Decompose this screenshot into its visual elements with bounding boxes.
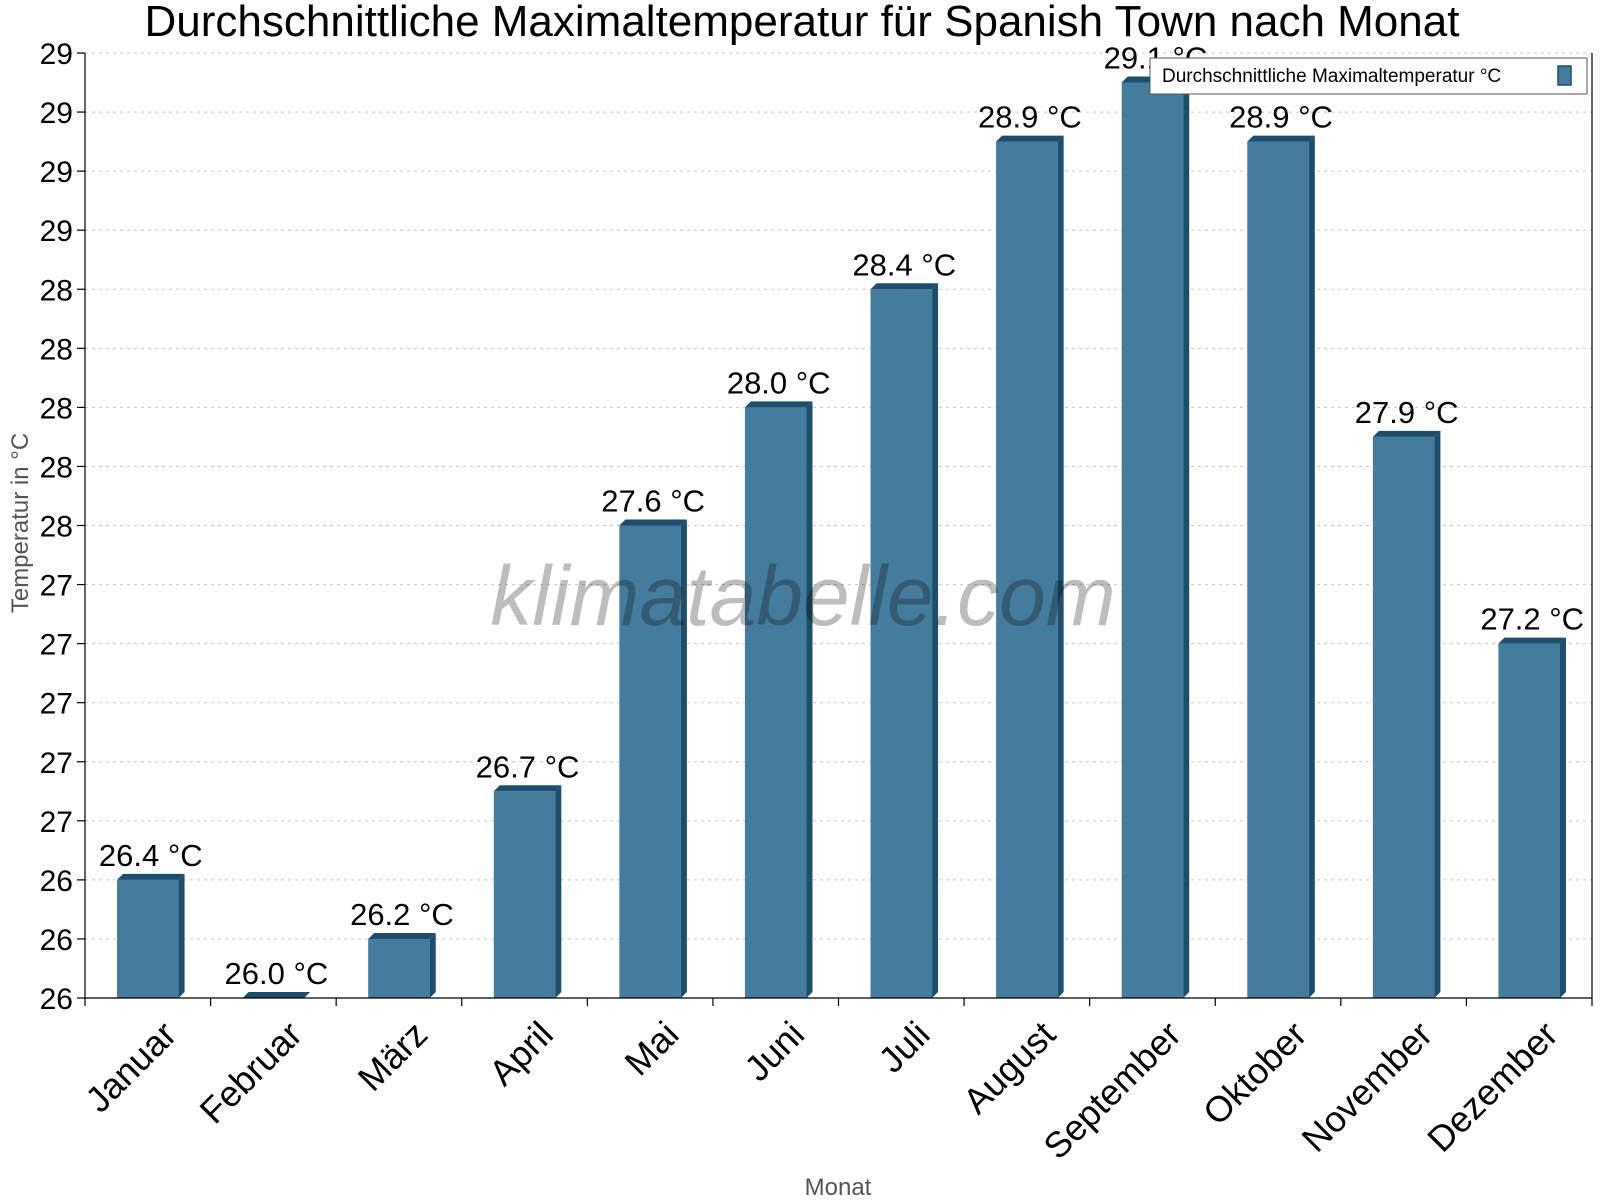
y-tick-label: 27 bbox=[40, 747, 73, 780]
bar bbox=[744, 401, 813, 998]
x-tick-label: Mai bbox=[616, 1013, 686, 1083]
bar bbox=[1498, 637, 1566, 998]
watermark: klimatabelle.com bbox=[490, 549, 1116, 643]
bar-top bbox=[1247, 135, 1315, 142]
bar-face bbox=[870, 289, 933, 998]
bar bbox=[368, 932, 436, 998]
x-tick-label: Juni bbox=[736, 1013, 812, 1089]
y-axis-title: Temperatur in °C bbox=[7, 433, 34, 613]
y-tick-label: 27 bbox=[40, 629, 73, 662]
bar-top bbox=[870, 283, 939, 290]
chart-title: Durchschnittliche Maximaltemperatur für … bbox=[145, 0, 1460, 46]
bar-top bbox=[1498, 637, 1566, 644]
data-label: 28.4 °C bbox=[852, 247, 956, 282]
bar bbox=[619, 519, 687, 998]
bar-side bbox=[429, 932, 436, 998]
bar bbox=[1121, 76, 1190, 998]
bar-face bbox=[117, 879, 179, 998]
y-tick-label: 29 bbox=[40, 215, 73, 248]
y-tick-label: 29 bbox=[40, 38, 73, 71]
bar-face bbox=[996, 141, 1058, 998]
x-tick-label: Januar bbox=[77, 1013, 184, 1120]
y-tick-label: 26 bbox=[40, 924, 73, 957]
x-axis-title: Monat bbox=[805, 1174, 872, 1200]
y-tick-label: 28 bbox=[40, 451, 73, 484]
y-tick-label: 28 bbox=[40, 274, 73, 307]
y-tick-label: 29 bbox=[40, 156, 73, 189]
legend-label: Durchschnittliche Maximaltemperatur °C bbox=[1162, 66, 1501, 87]
legend-swatch bbox=[1557, 65, 1572, 86]
bar bbox=[996, 135, 1064, 998]
data-label: 26.2 °C bbox=[350, 897, 454, 932]
y-tick-label: 26 bbox=[40, 865, 73, 898]
data-label: 26.4 °C bbox=[99, 838, 203, 873]
legend-box bbox=[1149, 57, 1588, 95]
bar bbox=[242, 992, 311, 998]
data-label: 26.0 °C bbox=[225, 956, 329, 991]
x-tick-label: Februar bbox=[192, 1013, 310, 1131]
bar-top bbox=[619, 519, 687, 526]
bar-side bbox=[1559, 637, 1566, 998]
data-labels: 26.4 °C 26.0 °C 26.2 °C 26.7 °C 27.6 °C 28.0 … bbox=[99, 41, 1584, 991]
bar-face bbox=[1372, 436, 1435, 998]
bar-top bbox=[242, 992, 311, 998]
gridlines bbox=[85, 52, 1592, 940]
bar-top bbox=[117, 873, 185, 880]
data-label: 28.0 °C bbox=[727, 365, 831, 400]
bar-top bbox=[493, 785, 562, 792]
bar-side bbox=[555, 785, 562, 998]
bar-face bbox=[1247, 141, 1309, 998]
bar-side bbox=[1434, 430, 1441, 998]
bar bbox=[870, 283, 939, 998]
bar-top bbox=[1372, 430, 1441, 437]
y-tick-label: 27 bbox=[40, 688, 73, 721]
bar-side bbox=[1308, 135, 1315, 998]
bar-face bbox=[1498, 643, 1560, 998]
y-tick-label: 26 bbox=[40, 983, 73, 1016]
x-tick-label: August bbox=[955, 1013, 1063, 1121]
bar-face bbox=[1121, 82, 1184, 998]
bar-top bbox=[744, 401, 813, 408]
data-label: 27.2 °C bbox=[1480, 602, 1584, 637]
bars bbox=[117, 76, 1566, 998]
x-tick-label: April bbox=[481, 1013, 561, 1093]
bar-face bbox=[619, 525, 681, 998]
bar-side bbox=[1183, 76, 1190, 998]
x-tick-label: November bbox=[1294, 1013, 1440, 1159]
x-tick-label: Oktober bbox=[1195, 1013, 1315, 1133]
bar-face bbox=[493, 791, 556, 998]
y-tick-label: 28 bbox=[40, 511, 73, 544]
data-label: 27.6 °C bbox=[601, 484, 705, 519]
bar bbox=[117, 873, 185, 998]
bar-face bbox=[744, 407, 807, 998]
x-tick-label: Juli bbox=[870, 1013, 937, 1080]
bar-side bbox=[806, 401, 813, 998]
bar-top bbox=[368, 932, 436, 939]
x-tick-label: März bbox=[350, 1013, 436, 1099]
bar bbox=[1247, 135, 1315, 998]
bar-side bbox=[680, 519, 687, 998]
bar-face bbox=[368, 938, 430, 998]
bar-side bbox=[1057, 135, 1064, 998]
bar bbox=[493, 785, 562, 998]
data-label: 28.9 °C bbox=[1229, 100, 1333, 135]
y-tick-label: 27 bbox=[40, 570, 73, 603]
y-tick-label: 27 bbox=[40, 806, 73, 839]
bar-side bbox=[178, 873, 185, 998]
bar-side bbox=[932, 283, 939, 998]
y-tick-label: 28 bbox=[40, 333, 73, 366]
y-tick-label: 28 bbox=[40, 392, 73, 425]
y-tick-label: 29 bbox=[40, 97, 73, 130]
x-tick-label: September bbox=[1035, 1013, 1189, 1167]
data-label: 28.9 °C bbox=[978, 100, 1082, 135]
x-tick-label: Dezember bbox=[1419, 1013, 1565, 1159]
bar-top bbox=[996, 135, 1064, 142]
data-label: 26.7 °C bbox=[476, 749, 580, 784]
bar bbox=[1372, 430, 1441, 998]
data-label: 27.9 °C bbox=[1355, 395, 1459, 430]
legend: Durchschnittliche Maximaltemperatur °C bbox=[1149, 57, 1588, 95]
